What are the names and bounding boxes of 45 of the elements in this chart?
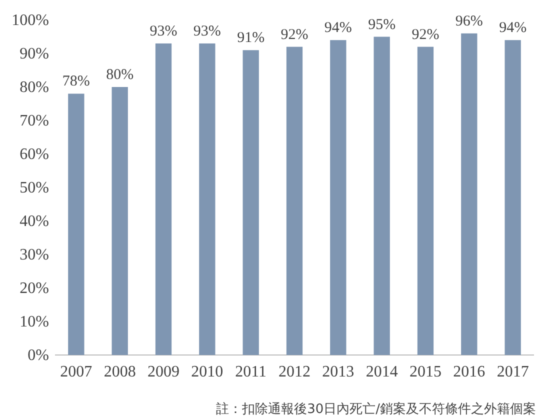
bar [417,46,434,355]
bar [286,46,303,355]
data-label: 94% [499,20,527,36]
y-tick-label: 0% [28,347,49,364]
x-tick-label: 2011 [235,363,267,380]
text: 註：扣除通報後30日內死亡/銷案及不符條件之外籍個案 [216,401,536,417]
x-tick-label: 2017 [496,363,529,380]
x-tick-label: 2009 [148,363,180,380]
y-tick-label: 80% [20,79,49,96]
bar [199,43,216,355]
y-tick-label: 20% [20,280,49,298]
y-tick-label: 50% [20,180,49,197]
bar [112,87,128,355]
data-label: 93% [150,23,178,40]
data-label: 93% [193,23,221,40]
data-label: 80% [106,67,134,83]
y-tick-label: 60% [20,146,49,164]
x-tick-label: 2014 [366,363,398,380]
data-label: 92% [280,26,308,43]
y-tick-label: 40% [20,213,49,230]
y-tick-label: 30% [20,246,49,264]
x-tick-label: 2007 [60,363,92,380]
x-tick-label: 2015 [409,363,442,380]
x-tick-label: 2012 [278,363,310,380]
x-tick-label: 2016 [453,363,486,380]
y-tick-label: 10% [20,314,49,331]
y-tick-label: 90% [20,46,49,63]
bar [68,94,84,355]
bar [242,50,259,355]
data-label: 95% [368,16,396,33]
data-label: 94% [324,20,352,36]
data-label: 78% [62,74,90,90]
bar [374,36,390,355]
y-tick-label: 70% [20,112,49,130]
data-label: 92% [412,26,440,43]
x-tick-label: 2008 [104,363,136,380]
bar [504,40,521,355]
bar [330,40,346,355]
x-tick-label: 2010 [191,363,224,380]
y-tick-label: 100% [12,12,49,30]
data-label: 91% [237,30,265,46]
bar [461,33,478,355]
x-tick-label: 2013 [322,363,354,380]
bar [155,43,172,355]
data-label: 96% [455,13,483,30]
